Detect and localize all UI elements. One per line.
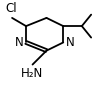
Text: N: N (15, 36, 23, 49)
Text: Cl: Cl (5, 2, 17, 15)
Text: H₂N: H₂N (20, 67, 43, 80)
Text: N: N (66, 36, 75, 49)
